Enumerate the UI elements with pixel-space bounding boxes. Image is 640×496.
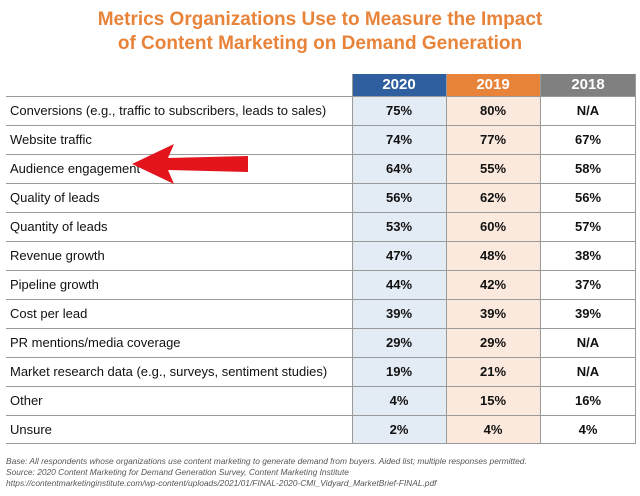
column-header-2019: 2019: [446, 74, 540, 96]
value-cell-2018: 67%: [574, 132, 602, 147]
value-cell-2018: 38%: [574, 248, 602, 263]
table-row: Unsure 2% 4% 4%: [6, 415, 636, 444]
row-label: Other: [10, 393, 43, 408]
value-cell-2020: 56%: [385, 190, 413, 205]
value-cell-2020: 75%: [385, 103, 413, 118]
table-row: Pipeline growth 44% 42% 37%: [6, 270, 636, 299]
row-label: Quantity of leads: [10, 219, 108, 234]
row-label: Pipeline growth: [10, 277, 99, 292]
table-row: Revenue growth 47% 48% 38%: [6, 241, 636, 270]
table-row: Quantity of leads 53% 60% 57%: [6, 212, 636, 241]
value-cell-2018: 57%: [574, 219, 602, 234]
value-cell-2018: 16%: [574, 393, 602, 408]
value-cell-2019: 42%: [479, 277, 507, 292]
value-cell-2018: N/A: [576, 335, 600, 350]
value-cell-2020: 74%: [385, 132, 413, 147]
footer-url: https://contentmarketinginstitute.com/wp…: [6, 478, 437, 488]
value-cell-2019: 77%: [479, 132, 507, 147]
column-divider: [540, 74, 541, 444]
value-cell-2018: 58%: [574, 161, 602, 176]
value-cell-2018: 56%: [574, 190, 602, 205]
row-label: Cost per lead: [10, 306, 88, 321]
value-cell-2018: N/A: [576, 103, 600, 118]
column-divider: [352, 74, 353, 444]
value-cell-2020: 39%: [385, 306, 413, 321]
table-row: Quality of leads 56% 62% 56%: [6, 183, 636, 212]
value-cell-2019: 4%: [483, 422, 503, 437]
table-row: Market research data (e.g., surveys, sen…: [6, 357, 636, 386]
table-row: Website traffic 74% 77% 67%: [6, 125, 636, 154]
chart-title-line-2: of Content Marketing on Demand Generatio…: [117, 33, 523, 54]
value-cell-2019: 55%: [479, 161, 507, 176]
value-cell-2020: 44%: [385, 277, 413, 292]
column-divider: [635, 74, 636, 444]
value-cell-2018: 4%: [578, 422, 598, 437]
value-cell-2018: 37%: [574, 277, 602, 292]
chart-title-line-1: Metrics Organizations Use to Measure the…: [97, 9, 543, 30]
row-label: Market research data (e.g., surveys, sen…: [10, 364, 328, 379]
value-cell-2018: N/A: [576, 364, 600, 379]
row-label: Conversions (e.g., traffic to subscriber…: [10, 103, 327, 118]
table-bottom-border: [6, 443, 636, 444]
row-label: Website traffic: [10, 132, 92, 147]
value-cell-2019: 29%: [479, 335, 507, 350]
value-cell-2019: 80%: [479, 103, 507, 118]
value-cell-2020: 64%: [385, 161, 413, 176]
row-label: Unsure: [10, 422, 52, 437]
value-cell-2020: 2%: [389, 422, 409, 437]
table-row: Conversions (e.g., traffic to subscriber…: [6, 96, 636, 125]
table-row: PR mentions/media coverage 29% 29% N/A: [6, 328, 636, 357]
red-arrow-icon: [132, 144, 248, 184]
column-header-2020: 2020: [352, 74, 446, 96]
value-cell-2019: 62%: [479, 190, 507, 205]
value-cell-2019: 39%: [479, 306, 507, 321]
row-label: Revenue growth: [10, 248, 105, 263]
value-cell-2019: 60%: [479, 219, 507, 234]
column-header-2018: 2018: [540, 74, 636, 96]
value-cell-2020: 19%: [385, 364, 413, 379]
chart-title: Metrics Organizations Use to Measure the…: [0, 8, 640, 56]
value-cell-2019: 15%: [479, 393, 507, 408]
value-cell-2020: 53%: [385, 219, 413, 234]
value-cell-2019: 48%: [479, 248, 507, 263]
value-cell-2020: 47%: [385, 248, 413, 263]
value-cell-2019: 21%: [479, 364, 507, 379]
value-cell-2018: 39%: [574, 306, 602, 321]
table-row: Cost per lead 39% 39% 39%: [6, 299, 636, 328]
footer-base: Base: All respondents whose organization…: [6, 456, 527, 466]
row-label: Quality of leads: [10, 190, 100, 205]
table-row: Other 4% 15% 16%: [6, 386, 636, 415]
footer-notes: Base: All respondents whose organization…: [6, 456, 634, 489]
table-row: Audience engagement 64% 55% 58%: [6, 154, 636, 183]
column-divider: [446, 74, 447, 444]
value-cell-2020: 29%: [385, 335, 413, 350]
value-cell-2020: 4%: [389, 393, 409, 408]
row-label: Audience engagement: [10, 161, 141, 176]
row-label: PR mentions/media coverage: [10, 335, 181, 350]
footer-source: Source: 2020 Content Marketing for Deman…: [6, 467, 349, 477]
